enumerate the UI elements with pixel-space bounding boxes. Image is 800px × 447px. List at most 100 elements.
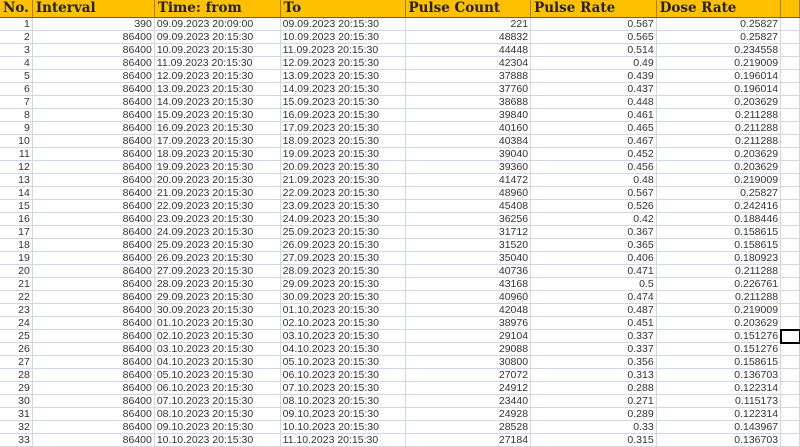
cell-extra[interactable] xyxy=(780,225,800,239)
cell-no[interactable]: 15 xyxy=(0,199,33,213)
cell-time-from[interactable]: 23.09.2023 20:15:30 xyxy=(154,212,281,226)
cell-time-from[interactable]: 17.09.2023 20:15:30 xyxy=(154,134,281,148)
cell-no[interactable]: 7 xyxy=(0,95,33,109)
cell-extra[interactable] xyxy=(780,433,800,447)
cell-extra[interactable] xyxy=(780,212,800,226)
cell-pulse-count[interactable]: 31712 xyxy=(405,225,532,239)
cell-to[interactable]: 15.09.2023 20:15:30 xyxy=(280,95,406,109)
cell-time-from[interactable]: 19.09.2023 20:15:30 xyxy=(154,160,281,174)
cell-interval[interactable]: 86400 xyxy=(32,212,155,226)
cell-pulse-rate[interactable]: 0.474 xyxy=(530,290,657,304)
cell-pulse-count[interactable]: 221 xyxy=(405,17,532,31)
cell-to[interactable]: 10.10.2023 20:15:30 xyxy=(280,420,406,434)
cell-no[interactable]: 24 xyxy=(0,316,33,330)
cell-to[interactable]: 14.09.2023 20:15:30 xyxy=(280,82,406,96)
cell-to[interactable]: 25.09.2023 20:15:30 xyxy=(280,225,406,239)
cell-time-from[interactable]: 01.10.2023 20:15:30 xyxy=(154,316,281,330)
cell-pulse-rate[interactable]: 0.5 xyxy=(530,277,657,291)
cell-extra[interactable] xyxy=(780,238,800,252)
cell-pulse-rate[interactable]: 0.437 xyxy=(530,82,657,96)
cell-dose-rate[interactable]: 0.25827 xyxy=(656,17,782,31)
cell-interval[interactable]: 86400 xyxy=(32,329,155,343)
cell-pulse-count[interactable]: 41472 xyxy=(405,173,532,187)
cell-dose-rate[interactable]: 0.203629 xyxy=(656,95,782,109)
cell-to[interactable]: 28.09.2023 20:15:30 xyxy=(280,264,406,278)
cell-pulse-rate[interactable]: 0.337 xyxy=(530,342,657,356)
cell-extra[interactable] xyxy=(780,30,800,44)
cell-pulse-count[interactable]: 45408 xyxy=(405,199,532,213)
cell-to[interactable]: 26.09.2023 20:15:30 xyxy=(280,238,406,252)
cell-dose-rate[interactable]: 0.196014 xyxy=(656,82,782,96)
cell-to[interactable]: 04.10.2023 20:15:30 xyxy=(280,342,406,356)
cell-interval[interactable]: 86400 xyxy=(32,264,155,278)
cell-extra[interactable] xyxy=(780,69,800,83)
cell-pulse-rate[interactable]: 0.451 xyxy=(530,316,657,330)
cell-pulse-rate[interactable]: 0.406 xyxy=(530,251,657,265)
cell-interval[interactable]: 86400 xyxy=(32,225,155,239)
cell-no[interactable]: 3 xyxy=(0,43,33,57)
cell-pulse-rate[interactable]: 0.33 xyxy=(530,420,657,434)
cell-interval[interactable]: 86400 xyxy=(32,160,155,174)
cell-time-from[interactable]: 25.09.2023 20:15:30 xyxy=(154,238,281,252)
cell-no[interactable]: 30 xyxy=(0,394,33,408)
cell-pulse-count[interactable]: 38688 xyxy=(405,95,532,109)
cell-time-from[interactable]: 07.10.2023 20:15:30 xyxy=(154,394,281,408)
cell-dose-rate[interactable]: 0.151276 xyxy=(656,342,782,356)
cell-pulse-rate[interactable]: 0.526 xyxy=(530,199,657,213)
cell-to[interactable]: 21.09.2023 20:15:30 xyxy=(280,173,406,187)
cell-pulse-count[interactable]: 40736 xyxy=(405,264,532,278)
header-extra[interactable] xyxy=(780,0,800,18)
cell-dose-rate[interactable]: 0.203629 xyxy=(656,316,782,330)
cell-no[interactable]: 11 xyxy=(0,147,33,161)
cell-interval[interactable]: 86400 xyxy=(32,407,155,421)
cell-pulse-rate[interactable]: 0.48 xyxy=(530,173,657,187)
cell-to[interactable]: 11.09.2023 20:15:30 xyxy=(280,43,406,57)
cell-pulse-count[interactable]: 39840 xyxy=(405,108,532,122)
header-interval[interactable]: Interval xyxy=(32,0,155,18)
cell-pulse-count[interactable]: 35040 xyxy=(405,251,532,265)
cell-interval[interactable]: 86400 xyxy=(32,342,155,356)
cell-to[interactable]: 10.09.2023 20:15:30 xyxy=(280,30,406,44)
cell-interval[interactable]: 86400 xyxy=(32,69,155,83)
cell-pulse-rate[interactable]: 0.452 xyxy=(530,147,657,161)
cell-time-from[interactable]: 24.09.2023 20:15:30 xyxy=(154,225,281,239)
cell-to[interactable]: 13.09.2023 20:15:30 xyxy=(280,69,406,83)
cell-interval[interactable]: 86400 xyxy=(32,368,155,382)
cell-interval[interactable]: 86400 xyxy=(32,433,155,447)
cell-no[interactable]: 33 xyxy=(0,433,33,447)
cell-no[interactable]: 26 xyxy=(0,342,33,356)
cell-pulse-rate[interactable]: 0.42 xyxy=(530,212,657,226)
cell-no[interactable]: 21 xyxy=(0,277,33,291)
cell-to[interactable]: 08.10.2023 20:15:30 xyxy=(280,394,406,408)
cell-no[interactable]: 13 xyxy=(0,173,33,187)
cell-pulse-rate[interactable]: 0.461 xyxy=(530,108,657,122)
cell-time-from[interactable]: 26.09.2023 20:15:30 xyxy=(154,251,281,265)
cell-time-from[interactable]: 12.09.2023 20:15:30 xyxy=(154,69,281,83)
cell-pulse-count[interactable]: 42048 xyxy=(405,303,532,317)
cell-dose-rate[interactable]: 0.196014 xyxy=(656,69,782,83)
cell-dose-rate[interactable]: 0.219009 xyxy=(656,173,782,187)
cell-interval[interactable]: 86400 xyxy=(32,251,155,265)
cell-pulse-rate[interactable]: 0.567 xyxy=(530,17,657,31)
cell-extra[interactable] xyxy=(780,420,800,434)
cell-dose-rate[interactable]: 0.211288 xyxy=(656,134,782,148)
cell-dose-rate[interactable]: 0.242416 xyxy=(656,199,782,213)
cell-dose-rate[interactable]: 0.143967 xyxy=(656,420,782,434)
cell-pulse-count[interactable]: 48960 xyxy=(405,186,532,200)
cell-no[interactable]: 28 xyxy=(0,368,33,382)
cell-extra[interactable] xyxy=(780,264,800,278)
cell-extra[interactable] xyxy=(780,173,800,187)
cell-extra[interactable] xyxy=(780,407,800,421)
cell-pulse-count[interactable]: 29088 xyxy=(405,342,532,356)
cell-dose-rate[interactable]: 0.211288 xyxy=(656,264,782,278)
cell-to[interactable]: 18.09.2023 20:15:30 xyxy=(280,134,406,148)
cell-extra[interactable] xyxy=(780,316,800,330)
cell-no[interactable]: 20 xyxy=(0,264,33,278)
cell-time-from[interactable]: 04.10.2023 20:15:30 xyxy=(154,355,281,369)
cell-time-from[interactable]: 27.09.2023 20:15:30 xyxy=(154,264,281,278)
cell-time-from[interactable]: 09.09.2023 20:15:30 xyxy=(154,30,281,44)
cell-pulse-count[interactable]: 24928 xyxy=(405,407,532,421)
cell-extra[interactable] xyxy=(780,251,800,265)
cell-dose-rate[interactable]: 0.219009 xyxy=(656,303,782,317)
cell-pulse-count[interactable]: 31520 xyxy=(405,238,532,252)
